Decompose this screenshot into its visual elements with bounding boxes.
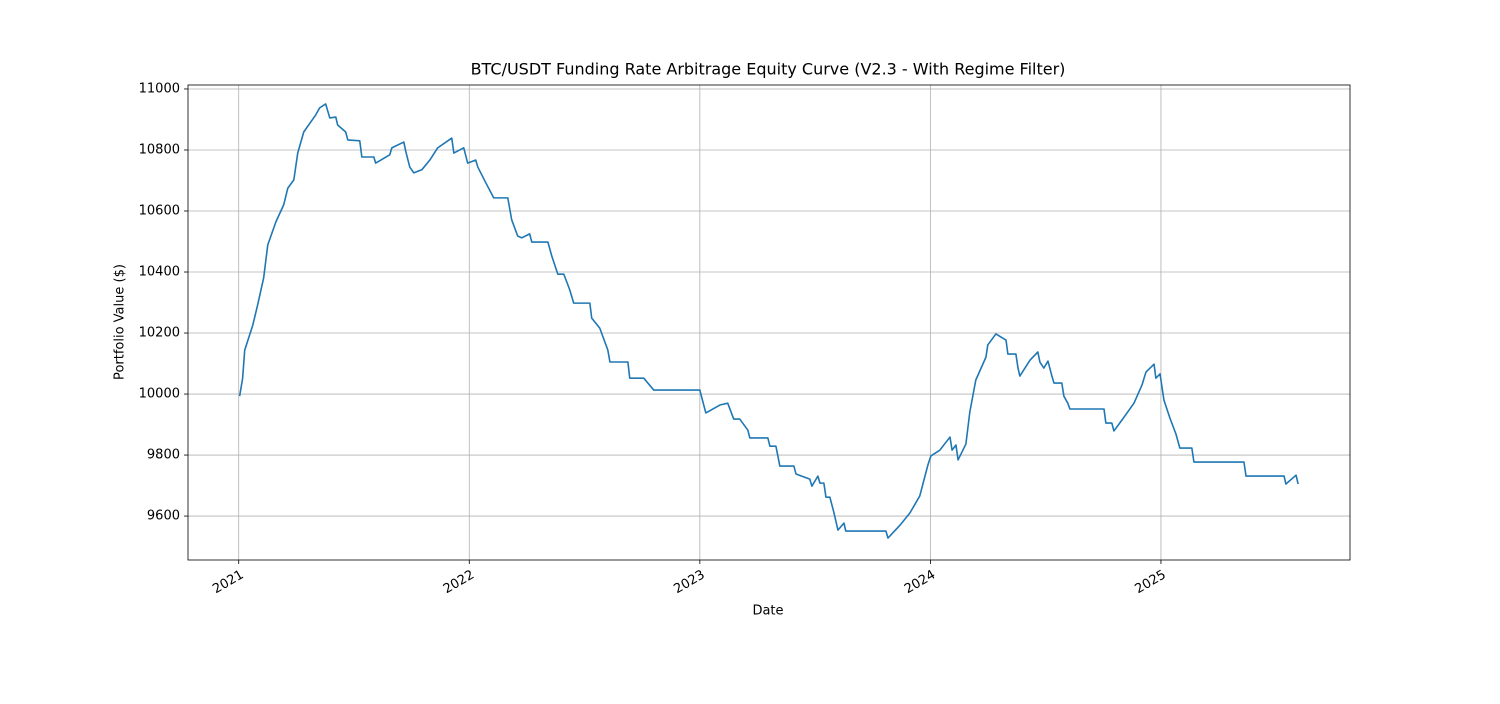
x-tick-label: 2023 xyxy=(671,568,707,598)
y-tick-label: 10600 xyxy=(139,203,180,218)
x-axis-label: Date xyxy=(752,604,783,619)
y-tick-label: 11000 xyxy=(139,81,180,96)
y-tick-label: 9600 xyxy=(147,509,180,524)
equity-line xyxy=(238,103,1299,539)
x-tick-label: 2025 xyxy=(1133,568,1169,598)
y-tick-label: 9800 xyxy=(147,448,180,463)
y-tick-label: 10200 xyxy=(139,326,180,341)
y-tick-label: 10000 xyxy=(139,387,180,402)
y-tick-label: 10800 xyxy=(139,142,180,157)
plot-frame xyxy=(187,84,1351,561)
y-axis-label: Portfolio Value ($) xyxy=(113,264,128,380)
x-tick-label: 2022 xyxy=(441,568,477,598)
y-tick-label: 10400 xyxy=(139,265,180,280)
grid-layer xyxy=(188,85,1350,560)
line-layer xyxy=(238,103,1299,539)
x-tick-label: 2024 xyxy=(902,568,938,598)
x-tick-label: 2021 xyxy=(210,568,246,598)
chart-title: BTC/USDT Funding Rate Arbitrage Equity C… xyxy=(471,60,1066,79)
